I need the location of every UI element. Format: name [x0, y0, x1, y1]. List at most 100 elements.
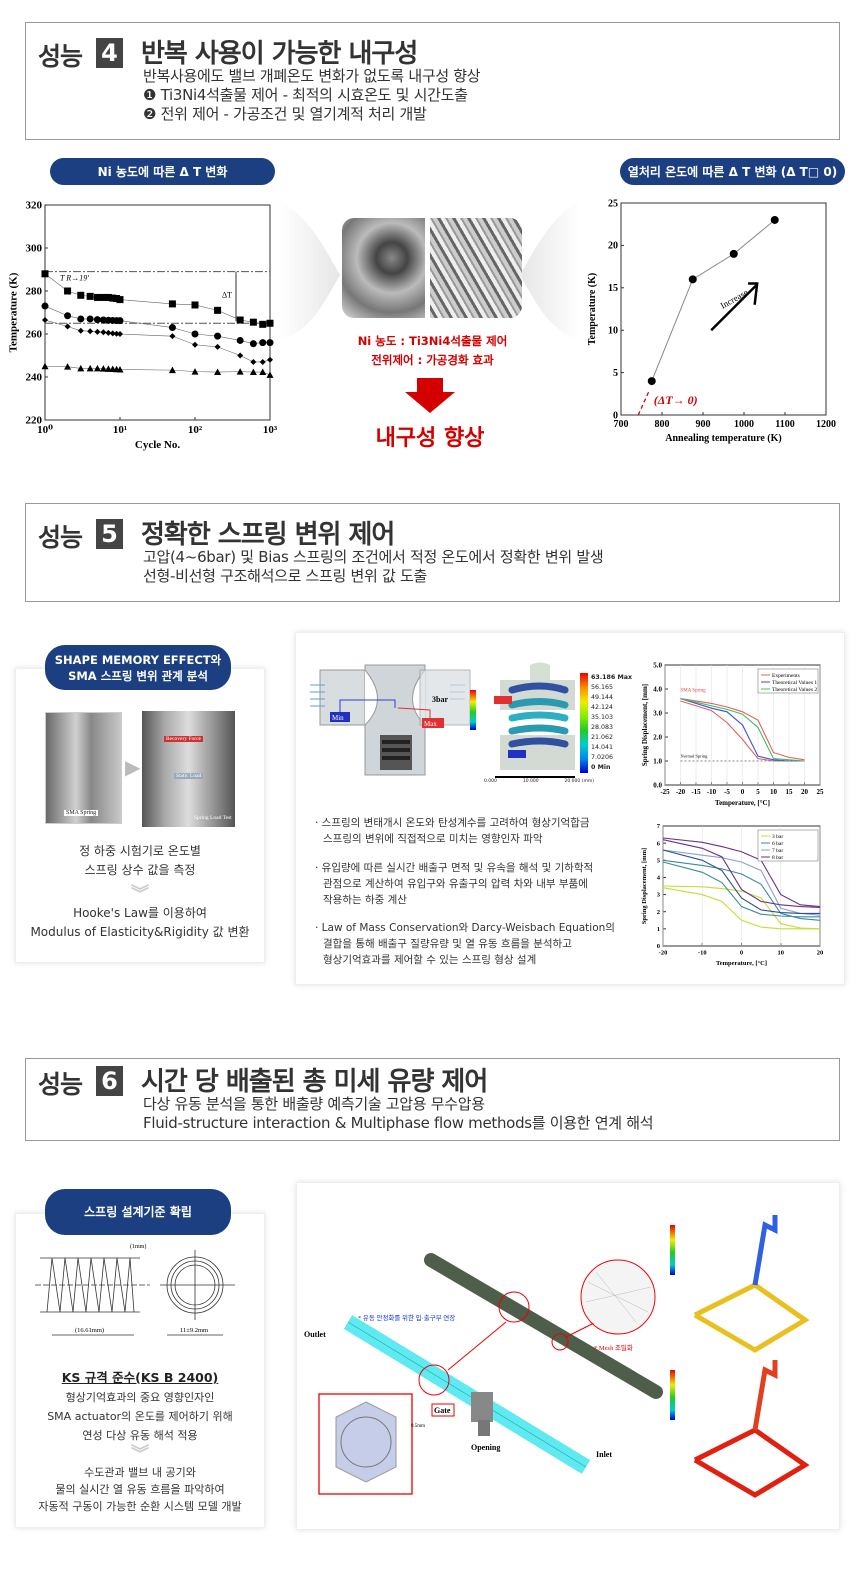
legend-label: Theoretical Values 1: [772, 680, 817, 686]
photo-label: Spring Load Test: [194, 815, 232, 821]
y-tick-label: 1: [657, 926, 660, 933]
opening-label: Opening: [471, 1443, 500, 1452]
x-tick-label: -20: [676, 788, 686, 796]
data-point-diamond: [94, 328, 101, 335]
text-line: 수도관과 밸브 내 공기와: [84, 1466, 196, 1479]
text-line: 정 하중 시험기로 온도별: [79, 844, 201, 858]
data-point-diamond: [250, 358, 257, 365]
x-tick-label: 15: [786, 788, 794, 796]
stress-legend: 63.186 Max 56.165 49.144 42.124 35.103 28.083…: [580, 673, 635, 773]
section6-header: 성능 6 시간 당 배출된 총 미세 유량 제어 다상 유동 분석을 통한 배출…: [25, 1058, 840, 1141]
y-axis-label: Spring Displacement, [mm]: [641, 684, 649, 766]
bullet-line: · 스프링의 변태개시 온도와 탄성계수를 고려하여 형상기억합금: [315, 817, 590, 829]
desc-line: 반복사용에도 밸브 개폐온도 변화가 없도록 내구성 향상: [143, 67, 481, 85]
bullet-line: 형상기억효과를 제어할 수 있는 스프링 형상 설계: [323, 954, 537, 966]
max-label: Max: [424, 720, 437, 728]
gate-label: Gate: [434, 1406, 451, 1415]
data-point-diamond: [237, 352, 244, 359]
legend-value: 56.165: [591, 684, 614, 691]
chevron-down-icon: ︾: [131, 884, 149, 905]
y-tick-label: 2.0: [653, 733, 662, 741]
data-point-circle: [77, 315, 85, 323]
y-tick-label: 5: [613, 368, 618, 379]
scale-label: 10.000: [522, 779, 539, 784]
y-tick-label: 20: [608, 241, 618, 252]
text-line: 형상기억효과의 중요 영향인자인: [65, 1391, 215, 1404]
y-tick-label: 0: [613, 410, 618, 421]
series-line: [662, 885, 821, 930]
bullet-line: 결합을 통해 배출구 질량유량 및 열 유동 흐름을 분석하고: [323, 938, 572, 950]
y-tick-label: 320: [26, 200, 43, 212]
data-point-diamond: [109, 330, 116, 337]
y-tick-label: 15: [608, 283, 618, 294]
increase-arrowhead: [748, 282, 759, 305]
scale-label: 0.000: [484, 779, 497, 784]
desc-line: 다상 유동 분석을 통한 배출량 예측기술 고압용 무수압용: [143, 1095, 485, 1113]
data-point-triangle: [266, 371, 274, 378]
series-line: [662, 849, 821, 916]
note-extension: * 유동 안정화를 위한 입·출구부 연장: [358, 1313, 455, 1322]
data-point-square: [214, 306, 222, 314]
data-point-triangle: [249, 368, 257, 376]
inlet-label: Inlet: [596, 1450, 612, 1459]
cycle-temperature-chart: 10⁰ 10¹ 10² 10³ 220 240 260 280 300 320 Cycle No. T…: [7, 200, 277, 451]
x-tick-label: -15: [691, 788, 701, 796]
section-label: 성능: [38, 42, 83, 71]
data-point-triangle: [77, 364, 85, 372]
extrapolation-line: [637, 389, 651, 416]
dim-wire: (1mm): [130, 1243, 146, 1250]
center-captions: Ni 농도 : Ti3Ni4석출물 제어 전위제어 : 가공경화 효과: [325, 332, 540, 370]
desc-line: 선형-비선형 구조해석으로 스프링 변위 값 도출: [143, 567, 427, 585]
data-point-triangle: [191, 368, 199, 375]
microstructure-image-2: [430, 218, 522, 318]
legend-box: [757, 829, 819, 862]
caption-dislocation: 전위제어 : 가공경화 효과: [371, 353, 494, 367]
data-point-diamond: [77, 327, 84, 334]
x-tick-label: 10¹: [113, 424, 127, 436]
section-number: 4: [96, 38, 123, 68]
test-rig-photo: SMA Spring: [45, 712, 122, 824]
scale-label: 20.000 (mm): [564, 779, 594, 784]
x-tick-label: -20: [659, 950, 668, 957]
data-point-triangle: [168, 366, 176, 374]
annealing-temperature-chart: 700 800 900 1000 1100 1200 0 5 10 15 20 25 Annealing…: [587, 198, 836, 444]
series-line: [651, 219, 776, 382]
y-tick-label: 7: [657, 823, 661, 830]
data-point-square: [41, 270, 49, 278]
x-tick-label: -10: [707, 788, 717, 796]
bullet-line: · 유입량에 따른 실시간 배출구 면적 및 유속을 해석 및 기하학적: [315, 862, 594, 874]
data-point-diamond: [267, 356, 273, 363]
sma-analysis-pill: SHAPE MEMORY EFFECT와 SMA 스프링 변위 관계 분석: [45, 645, 231, 690]
section5-header: 성능 5 정확한 스프링 변위 제어 고압(4~6bar) 및 Bias 스프링…: [25, 503, 840, 602]
data-point-square: [77, 291, 85, 299]
data-point-triangle: [214, 368, 222, 376]
data-point: [729, 249, 738, 258]
series-line: [662, 837, 821, 908]
section-title: 정확한 스프링 변위 제어: [141, 520, 395, 550]
photo-label: SMA Spring: [64, 810, 99, 816]
legend-value: 63.186 Max: [591, 674, 633, 681]
thermal-flow-results: [670, 1215, 810, 1498]
data-point-diamond: [192, 341, 198, 348]
y-tick-label: 2: [657, 909, 660, 916]
spring-load-photo: Recovery Force Static Load Spring Load T…: [142, 711, 235, 827]
x-tick-label: 10²: [188, 424, 203, 436]
data-point-triangle: [236, 368, 244, 375]
data-point-circle: [266, 339, 274, 347]
bullet-line: 관점으로 계산하여 유입구와 유출구의 압력 차와 내부 부품에: [323, 878, 588, 890]
y-tick-label: 280: [26, 286, 43, 298]
outlet-label: Outlet: [304, 1330, 326, 1339]
min-label: Min: [332, 714, 344, 722]
text-line: 물의 실시간 열 유동 흐름을 파악하여: [55, 1483, 225, 1496]
legend-label: 7 bar: [772, 848, 783, 854]
x-tick-label: -25: [660, 788, 670, 796]
data-point-circle: [93, 316, 101, 324]
y-tick-label: 220: [26, 415, 43, 427]
data-point-square: [116, 296, 124, 304]
x-tick-label: 5: [756, 788, 760, 796]
data-point-square: [168, 300, 176, 308]
spring-design-pill: 스프링 설계기준 확립: [45, 1189, 231, 1235]
desc-line: 고압(4~6bar) 및 Bias 스프링의 조건에서 적정 온도에서 정확한 …: [143, 548, 604, 566]
data-point-circle: [236, 336, 244, 344]
